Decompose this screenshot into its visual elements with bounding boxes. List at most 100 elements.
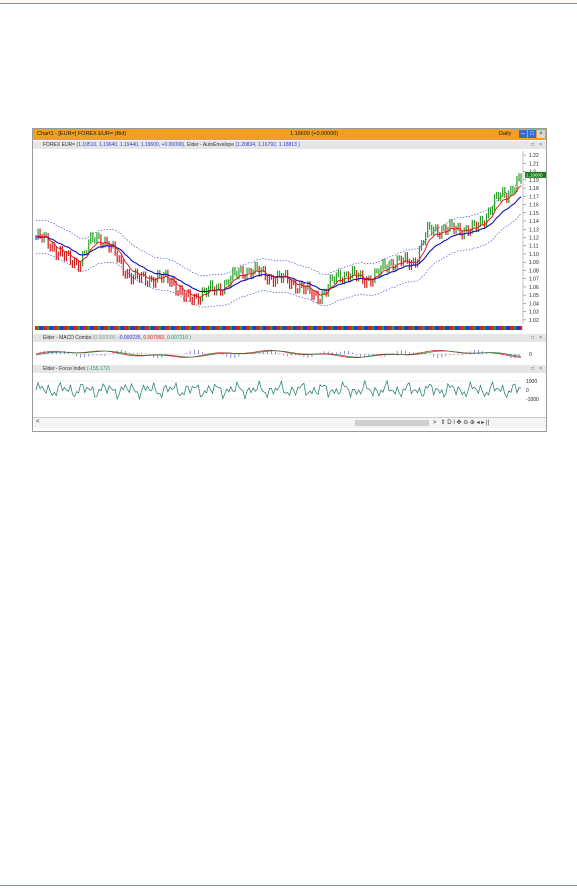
impulse-strip-cell bbox=[199, 326, 202, 330]
scroll-thumb[interactable] bbox=[355, 420, 429, 426]
maximize-button[interactable]: □ bbox=[528, 130, 536, 138]
impulse-strip-cell bbox=[396, 326, 399, 330]
impulse-strip-cell bbox=[217, 326, 220, 330]
force-pane-header: Elder - Force Index (-155.172) □ × bbox=[33, 365, 546, 373]
impulse-strip-cell bbox=[284, 326, 287, 330]
impulse-strip-cell bbox=[325, 326, 328, 330]
impulse-strip-cell bbox=[517, 326, 521, 330]
price-tick-label: 1.09 bbox=[529, 260, 539, 266]
chart-window[interactable]: Chart1 - [EUR=] FOREX EUR= (Bid) 1.19600… bbox=[32, 128, 547, 432]
impulse-strip-cell bbox=[274, 326, 277, 330]
chart-tools-icons[interactable]: ⇕ D I ✥ ⊖ ⊕ ◂ ▸ || bbox=[440, 420, 490, 426]
price-tick-label: 1.08 bbox=[529, 268, 539, 274]
scroll-right-icon[interactable]: > bbox=[433, 420, 437, 426]
window-title: Chart1 - [EUR=] FOREX EUR= (Bid) bbox=[37, 131, 127, 137]
impulse-strip-cell bbox=[302, 326, 306, 330]
macd-pane-header: Elder - MACD Combo (0.000000, -0.000235,… bbox=[33, 334, 546, 342]
impulse-strip-cell bbox=[485, 326, 488, 330]
impulse-strip-cell bbox=[276, 326, 279, 330]
window-titlebar[interactable]: Chart1 - [EUR=] FOREX EUR= (Bid) 1.19600… bbox=[33, 129, 546, 140]
impulse-strip-cell bbox=[213, 326, 216, 330]
impulse-strip-cell bbox=[91, 326, 95, 330]
lower-envelope-line bbox=[35, 213, 522, 308]
impulse-strip-cell bbox=[349, 326, 352, 330]
impulse-strip-cell bbox=[377, 326, 381, 330]
impulse-strip-cell bbox=[207, 326, 210, 330]
impulse-strip-cell bbox=[513, 326, 517, 330]
impulse-strip-cell bbox=[227, 326, 230, 330]
close-button[interactable]: × bbox=[537, 130, 545, 138]
impulse-strip-cell bbox=[81, 326, 84, 330]
impulse-strip-cell bbox=[444, 326, 448, 330]
impulse-strip-cell bbox=[97, 326, 101, 330]
impulse-strip-cell bbox=[471, 326, 474, 330]
impulse-strip-cell bbox=[390, 326, 393, 330]
macd-signal-line bbox=[35, 350, 522, 358]
impulse-strip-cell bbox=[211, 326, 214, 330]
impulse-strip-cell bbox=[363, 326, 366, 330]
impulse-strip-cell bbox=[455, 326, 458, 330]
pane-close-icon[interactable]: × bbox=[539, 142, 542, 148]
impulse-strip-cell bbox=[37, 326, 40, 330]
impulse-strip-cell bbox=[448, 326, 452, 330]
impulse-strip-cell bbox=[290, 326, 293, 330]
impulse-strip-cell bbox=[244, 326, 247, 330]
impulse-strip-cell bbox=[319, 326, 322, 330]
impulse-strip-cell bbox=[181, 326, 184, 330]
impulse-strip-cell bbox=[120, 326, 123, 330]
impulse-strip-cell bbox=[321, 326, 324, 330]
impulse-strip-cell bbox=[172, 326, 176, 330]
impulse-strip-cell bbox=[264, 326, 267, 330]
chart-canvas[interactable]: 1.221.211.21.191.181.171.161.151.141.131… bbox=[33, 129, 546, 404]
impulse-strip-cell bbox=[134, 326, 137, 330]
impulse-strip-cell bbox=[128, 326, 131, 330]
impulse-strip-cell bbox=[83, 326, 86, 330]
horizontal-scrollbar[interactable]: < > ⇕ D I ✥ ⊖ ⊕ ◂ ▸ || bbox=[33, 417, 546, 428]
macd-value-1: (0.000000, bbox=[92, 335, 119, 341]
price-tick-label: 1.18 bbox=[529, 186, 539, 192]
scroll-left-icon[interactable]: < bbox=[36, 419, 40, 425]
impulse-strip-cell bbox=[203, 326, 206, 330]
impulse-strip-cell bbox=[461, 326, 464, 330]
force-tick-label: 0 bbox=[526, 388, 529, 394]
impulse-strip-cell bbox=[388, 326, 391, 330]
impulse-strip-cell bbox=[148, 326, 151, 330]
pane-maximize-icon[interactable]: □ bbox=[531, 335, 535, 341]
impulse-strip-cell bbox=[136, 326, 139, 330]
price-tick-label: 1.04 bbox=[529, 301, 539, 307]
pane-close-icon[interactable]: × bbox=[539, 335, 542, 341]
impulse-strip-cell bbox=[426, 326, 429, 330]
impulse-strip-cell bbox=[142, 326, 145, 330]
impulse-strip-cell bbox=[400, 326, 403, 330]
impulse-strip-cell bbox=[412, 326, 415, 330]
impulse-strip-cell bbox=[150, 326, 153, 330]
period-label[interactable]: Daily bbox=[499, 131, 512, 137]
impulse-strip-cell bbox=[406, 326, 409, 330]
impulse-strip-cell bbox=[177, 326, 180, 330]
price-pane-label: FOREX EUR= bbox=[43, 142, 77, 148]
impulse-strip-cell bbox=[45, 326, 48, 330]
pane-close-icon[interactable]: × bbox=[539, 366, 542, 372]
pane-maximize-icon[interactable]: □ bbox=[531, 142, 535, 148]
impulse-strip-cell bbox=[292, 326, 295, 330]
price-tick-label: 1.02 bbox=[529, 318, 539, 324]
impulse-strip-cell bbox=[306, 326, 310, 330]
pane-maximize-icon[interactable]: □ bbox=[531, 366, 535, 372]
impulse-strip-cell bbox=[331, 326, 334, 330]
price-values: (1.19510, 1.19640, 1.19440, 1.19600, +0.… bbox=[76, 142, 185, 148]
impulse-strip-cell bbox=[475, 326, 478, 330]
impulse-strip-cell bbox=[258, 326, 261, 330]
minimize-button[interactable]: – bbox=[519, 130, 527, 138]
impulse-strip-cell bbox=[345, 326, 348, 330]
impulse-strip-cell bbox=[252, 326, 255, 330]
impulse-strip-cell bbox=[505, 326, 508, 330]
impulse-strip-cell bbox=[402, 326, 405, 330]
force-tick-label: -1000 bbox=[526, 397, 539, 403]
impulse-strip-cell bbox=[310, 326, 314, 330]
price-display: 1.19600 (+0.00000) bbox=[290, 131, 339, 137]
footer-rule bbox=[0, 885, 577, 886]
impulse-strip-cell bbox=[335, 326, 338, 330]
impulse-strip-cell bbox=[122, 326, 125, 330]
impulse-strip-cell bbox=[327, 326, 330, 330]
impulse-strip-cell bbox=[483, 326, 486, 330]
